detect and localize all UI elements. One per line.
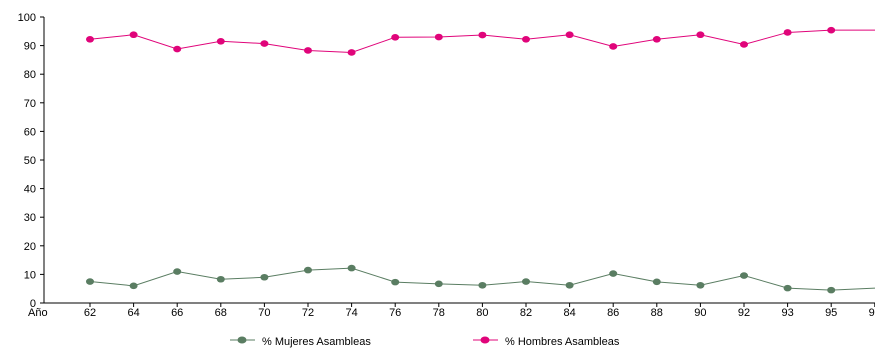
y-tick-label: 80	[24, 69, 36, 81]
data-point	[216, 38, 225, 45]
x-tick-label: 97	[869, 307, 875, 319]
x-tick-label: 90	[694, 307, 706, 319]
data-point	[391, 34, 400, 41]
data-point	[696, 31, 705, 39]
data-point	[652, 278, 661, 286]
y-tick-label: 20	[24, 241, 36, 253]
x-tick-label: 66	[171, 307, 183, 319]
data-point	[260, 40, 269, 47]
y-tick-label: 40	[24, 184, 36, 196]
x-tick-label: 84	[563, 307, 575, 319]
data-point	[827, 26, 836, 34]
series-1	[86, 26, 875, 56]
data-point	[304, 266, 312, 274]
y-tick-label: 90	[24, 41, 36, 53]
x-tick-label: 74	[345, 307, 357, 319]
x-tick-label: 76	[389, 307, 401, 319]
data-point	[86, 278, 94, 285]
data-point	[522, 278, 530, 285]
legend-marker-mujeres	[237, 336, 247, 344]
data-point	[173, 45, 182, 53]
y-tick-label: 60	[24, 126, 36, 138]
data-point	[565, 31, 574, 39]
x-tick-group: 62 64 66 68 70 72 74 76 78 80 82 84 86 88 90 92 93 95 97	[84, 303, 875, 319]
y-tick-label: 100	[18, 12, 36, 24]
x-tick-label: 68	[215, 307, 227, 319]
data-point	[740, 272, 748, 279]
x-tick-label: 95	[825, 307, 837, 319]
data-point	[652, 36, 661, 43]
data-point	[783, 284, 792, 292]
x-tick-label: 72	[302, 307, 314, 319]
data-point	[609, 43, 618, 50]
x-tick-label: 70	[258, 307, 270, 319]
data-point	[86, 36, 94, 43]
data-point	[304, 47, 312, 54]
x-tick-label: 93	[781, 307, 793, 319]
data-point	[391, 278, 400, 286]
x-axis-label: Año	[28, 307, 48, 319]
series-line	[89, 29, 875, 53]
y-tick-label: 30	[24, 212, 36, 224]
legend-item-mujeres: % Mujeres Asambleas	[230, 336, 371, 348]
y-tick-label: 0	[30, 298, 36, 310]
data-point	[260, 273, 269, 281]
y-tick-label: 10	[24, 269, 36, 281]
x-tick-label: 80	[476, 307, 488, 319]
data-point	[347, 49, 356, 56]
x-axis: Año 62 64 66 68 70 72 74 76 78 80 82 84 86 88 90 92 93 95…	[28, 302, 875, 319]
x-tick-label: 78	[433, 307, 445, 319]
data-point	[522, 36, 530, 43]
legend: % Mujeres Asambleas % Hombres Asambleas	[230, 336, 620, 348]
data-point	[478, 281, 487, 289]
data-point	[173, 268, 182, 275]
x-tick-label: 86	[607, 307, 619, 319]
y-tick-group: 0 10 20 30 40 50 60 70 80 90 100	[18, 12, 44, 310]
x-tick-label: 64	[127, 307, 139, 319]
y-tick-label: 50	[24, 155, 36, 167]
y-axis: 0 10 20 30 40 50 60 70 80 90 100	[18, 12, 45, 310]
data-point	[827, 286, 836, 294]
series-0	[86, 264, 875, 294]
data-point	[609, 270, 618, 277]
data-point	[434, 33, 443, 41]
series-layer	[86, 26, 875, 294]
data-point	[216, 275, 225, 283]
legend-marker-hombres	[480, 336, 490, 344]
y-tick-label: 70	[24, 98, 36, 110]
x-tick-label: 82	[520, 307, 532, 319]
legend-item-hombres: % Hombres Asambleas	[473, 336, 620, 348]
data-point	[347, 264, 356, 272]
data-point	[478, 31, 487, 39]
data-point	[129, 282, 138, 290]
data-point	[565, 281, 574, 289]
data-point	[696, 281, 705, 289]
data-point	[129, 31, 138, 39]
x-tick-label: 62	[84, 307, 96, 319]
series-line	[89, 267, 875, 291]
data-point	[740, 41, 748, 48]
x-tick-label: 88	[651, 307, 663, 319]
legend-label-hombres: % Hombres Asambleas	[505, 336, 620, 348]
legend-label-mujeres: % Mujeres Asambleas	[262, 336, 371, 348]
data-point	[434, 280, 443, 288]
data-point	[783, 29, 792, 36]
x-tick-label: 92	[738, 307, 750, 319]
